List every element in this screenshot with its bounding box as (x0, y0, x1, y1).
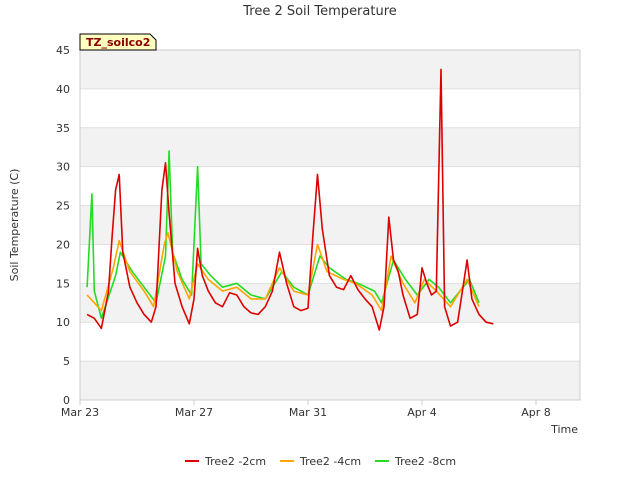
y-axis-title: Soil Temperature (C) (8, 169, 21, 282)
legend-label: Tree2 -8cm (394, 455, 456, 468)
chart-title: Tree 2 Soil Temperature (242, 4, 397, 19)
grid-band (80, 361, 580, 400)
y-tick-label: 35 (56, 122, 70, 135)
series-line-tree2-2cm (86, 68, 494, 331)
y-tick-label: 45 (56, 44, 70, 57)
y-tick-label: 15 (56, 277, 70, 290)
y-axis: 0 5 10 15 20 25 30 35 40 45 (56, 44, 70, 407)
plot-area (79, 49, 581, 401)
y-tick-label: 20 (56, 238, 70, 251)
grid-bands (80, 50, 580, 400)
x-tick-label: Mar 31 (289, 406, 327, 419)
x-tick-label: Apr 8 (521, 406, 551, 419)
y-tick-label: 10 (56, 316, 70, 329)
y-tick-label: 30 (56, 161, 70, 174)
badge: TZ_soilco2 (79, 33, 157, 51)
grid-band (80, 205, 580, 245)
x-tick-label: Mar 27 (175, 406, 213, 419)
x-tick-label: Mar 23 (61, 406, 99, 419)
grid-band (80, 50, 580, 89)
legend-label: Tree2 -2cm (204, 455, 266, 468)
x-tick-label: Apr 4 (407, 406, 437, 419)
y-tick-label: 0 (63, 394, 70, 407)
y-tick-label: 25 (56, 200, 70, 213)
badge-text: TZ_soilco2 (86, 36, 150, 49)
series-line-tree2-4cm (86, 232, 480, 312)
badge-box (79, 33, 157, 51)
x-axis-title: Time (550, 423, 578, 436)
series-line-tree2-8cm (86, 150, 480, 320)
series-layer (86, 68, 494, 331)
y-tick-label: 5 (63, 355, 70, 368)
x-axis: Mar 23 Mar 27 Mar 31 Apr 4 Apr 8 (61, 400, 551, 419)
y-tick-label: 40 (56, 83, 70, 96)
grid-band (80, 283, 580, 323)
legend: Tree2 -2cm Tree2 -4cm Tree2 -8cm (185, 455, 456, 468)
legend-label: Tree2 -4cm (299, 455, 361, 468)
grid-band (80, 127, 580, 167)
